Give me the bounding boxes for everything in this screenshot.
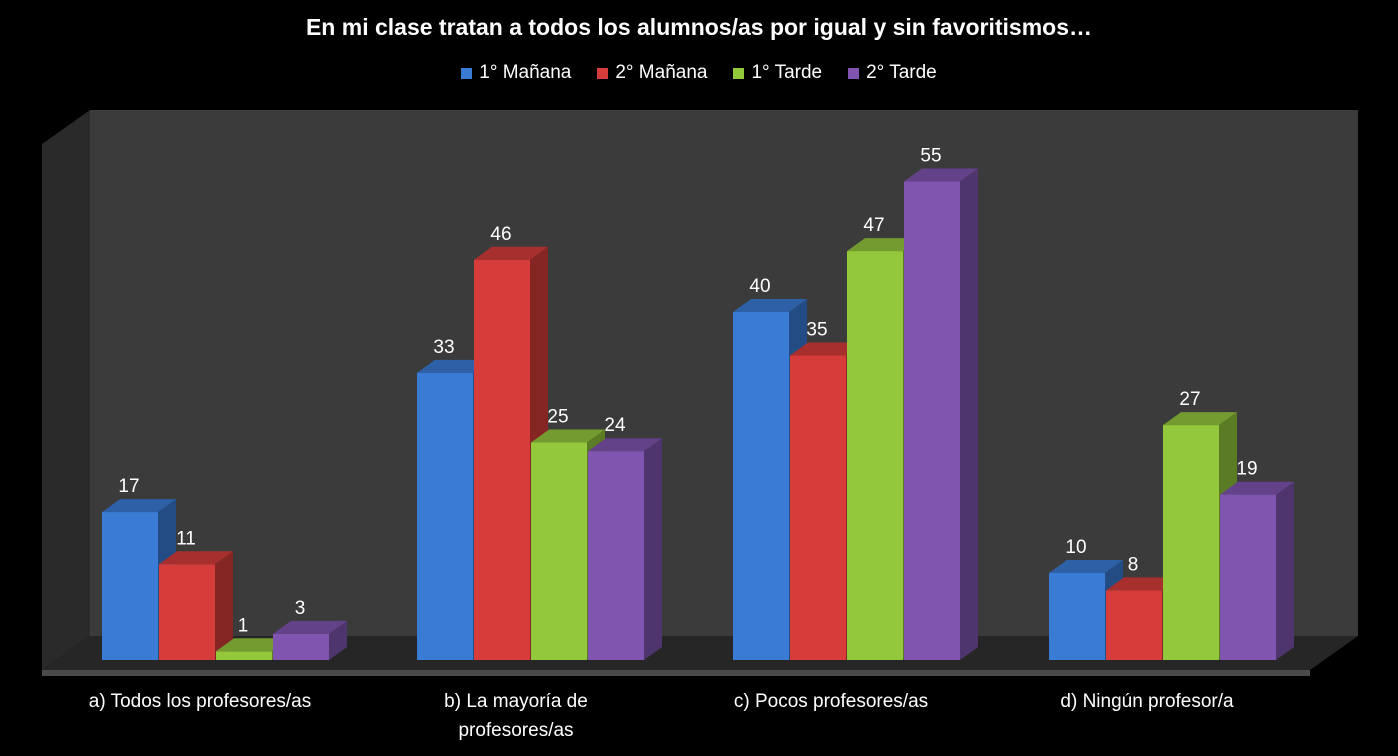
data-label: 47	[863, 215, 884, 236]
bar	[790, 355, 846, 660]
bar	[102, 512, 158, 660]
side-wall	[42, 110, 90, 670]
floor-edge	[42, 670, 1310, 676]
data-label: 40	[749, 276, 770, 297]
data-label: 10	[1065, 537, 1086, 558]
category-label: c) Pocos profesores/as	[733, 691, 929, 712]
bar-top	[904, 168, 978, 182]
legend-swatch	[597, 67, 609, 79]
bar-top	[847, 238, 921, 252]
bar	[1220, 494, 1276, 660]
bar-side	[215, 551, 233, 660]
data-label: 1	[238, 615, 249, 636]
bar-side	[1276, 481, 1294, 660]
data-label: 46	[490, 224, 511, 245]
bar	[1163, 425, 1219, 660]
bar-top	[1163, 412, 1237, 426]
data-label: 3	[295, 598, 306, 619]
bar-top	[474, 246, 548, 260]
data-label: 55	[920, 146, 941, 167]
bar	[273, 633, 329, 660]
data-label: 25	[547, 407, 568, 428]
legend-item: 1° Mañana	[461, 62, 571, 84]
bar-top	[588, 438, 662, 452]
legend-swatch	[848, 67, 860, 79]
data-label: 35	[806, 320, 827, 341]
bar	[904, 181, 960, 660]
bar-side	[644, 438, 662, 660]
legend-label: 1° Mañana	[479, 62, 572, 83]
bar	[588, 451, 644, 660]
data-label: 8	[1128, 554, 1139, 575]
bar-top	[273, 620, 347, 634]
bar	[1049, 573, 1105, 660]
bar	[159, 564, 215, 660]
bar-top	[733, 299, 807, 312]
data-label: 17	[118, 476, 139, 497]
data-label: 19	[1236, 459, 1257, 480]
legend-swatch	[733, 67, 745, 79]
bar	[417, 372, 473, 660]
floor	[42, 636, 1358, 670]
bar	[531, 442, 587, 660]
bar-top	[531, 429, 605, 443]
bar-side	[329, 620, 347, 660]
legend-item: 2° Tarde	[848, 62, 937, 84]
data-label: 11	[176, 528, 196, 549]
category-label: d) Ningún profesor/a	[1060, 691, 1234, 712]
back-wall	[90, 110, 1358, 636]
bar	[733, 312, 789, 660]
bar-side	[960, 168, 978, 660]
bar-top	[790, 342, 864, 356]
legend-label: 2° Mañana	[615, 62, 708, 83]
category-label: a) Todos los profesores/as	[88, 691, 312, 712]
bar	[216, 651, 272, 660]
legend-item: 2° Mañana	[597, 62, 707, 84]
bar-top	[102, 499, 176, 513]
bar-top	[216, 638, 290, 652]
legend-label: 2° Tarde	[866, 62, 937, 83]
bar	[847, 251, 903, 660]
legend-swatch	[461, 67, 473, 79]
legend-item: 1° Tarde	[733, 62, 822, 84]
bar-top	[159, 551, 233, 565]
chart-title: En mi clase tratan a todos los alumnos/a…	[305, 14, 1093, 40]
data-label: 33	[433, 337, 454, 358]
bar-top	[1049, 560, 1123, 573]
legend: 1° Mañana 2° Mañana 1° Tarde 2° Tarde	[0, 62, 1398, 84]
category-label: b) La mayoría de profesores/as	[444, 691, 588, 741]
data-label: 27	[1179, 389, 1200, 410]
legend-label: 1° Tarde	[751, 62, 823, 83]
bar	[1106, 590, 1162, 660]
bar-top	[1220, 481, 1294, 495]
bar	[474, 259, 530, 660]
data-label: 24	[604, 415, 626, 436]
bar-top	[1106, 577, 1180, 591]
bar-top	[417, 359, 491, 373]
